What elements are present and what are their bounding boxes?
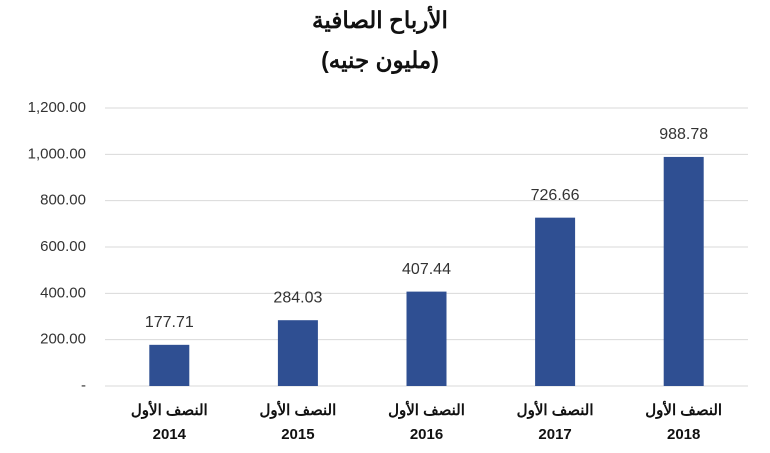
x-tick-label: 2014 [153,426,187,443]
x-tick-label: النصف الأول [517,400,594,419]
value-label: 988.78 [659,126,708,143]
y-tick-label: 400.00 [40,284,86,301]
value-label: 284.03 [273,289,322,306]
y-tick-label: 800.00 [40,192,86,209]
chart-subtitle: (مليون جنيه) [321,47,439,75]
x-tick-label: النصف الأول [388,400,465,419]
y-tick-label: 1,200.00 [28,99,86,116]
x-tick-label: 2016 [410,426,443,443]
chart-title: الأرباح الصافية [312,5,448,35]
value-label: 177.71 [145,314,194,331]
bar [663,156,704,386]
y-tick-label: 600.00 [40,238,86,255]
y-tick-label: - [81,377,86,394]
bar [535,217,576,386]
x-tick-label: النصف الأول [645,400,722,419]
x-tick-label: 2017 [538,426,571,443]
x-tick-label: النصف الأول [259,400,336,419]
value-label: 407.44 [402,261,451,278]
bar [149,344,190,386]
value-label: 726.66 [531,187,580,204]
x-tick-label: النصف الأول [131,400,208,419]
x-tick-label: 2015 [281,426,314,443]
bar [406,291,447,386]
y-tick-label: 1,000.00 [28,145,86,162]
bar [277,320,318,386]
y-tick-label: 200.00 [40,331,86,348]
x-tick-label: 2018 [667,426,700,443]
